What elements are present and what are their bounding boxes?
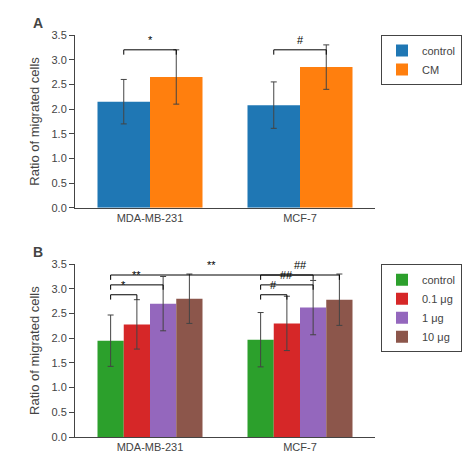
svg-text:1 μg: 1 μg	[422, 312, 444, 324]
svg-text:1.0: 1.0	[52, 152, 67, 164]
svg-text:10 μg: 10 μg	[422, 331, 450, 343]
svg-text:0.5: 0.5	[52, 177, 67, 189]
svg-text:MCF-7: MCF-7	[283, 212, 317, 224]
svg-text:MDA-MB-231: MDA-MB-231	[117, 441, 184, 453]
svg-text:control: control	[422, 274, 455, 286]
svg-text:B: B	[33, 244, 43, 260]
svg-text:*: *	[148, 34, 153, 46]
svg-text:2.0: 2.0	[52, 103, 67, 115]
svg-text:3.5: 3.5	[52, 258, 67, 270]
svg-text:Ratio of migrated cells: Ratio of migrated cells	[27, 286, 42, 415]
svg-text:#: #	[270, 279, 277, 291]
svg-text:##: ##	[294, 259, 307, 271]
svg-text:MDA-MB-231: MDA-MB-231	[117, 212, 184, 224]
svg-text:CM: CM	[422, 64, 439, 76]
svg-text:1.0: 1.0	[52, 381, 67, 393]
svg-text:**: **	[207, 259, 216, 271]
svg-text:##: ##	[280, 269, 293, 281]
svg-text:0.5: 0.5	[52, 406, 67, 418]
svg-text:**: **	[132, 269, 141, 281]
svg-text:2.0: 2.0	[52, 332, 67, 344]
svg-text:1.5: 1.5	[52, 357, 67, 369]
svg-text:0.1 μg: 0.1 μg	[422, 293, 453, 305]
svg-text:MCF-7: MCF-7	[283, 441, 317, 453]
svg-text:1.5: 1.5	[52, 128, 67, 140]
svg-text:3.5: 3.5	[52, 29, 67, 41]
svg-text:*: *	[121, 279, 126, 291]
svg-text:0.0: 0.0	[52, 202, 67, 214]
svg-text:3.0: 3.0	[52, 54, 67, 66]
svg-text:0.0: 0.0	[52, 431, 67, 443]
svg-text:3.0: 3.0	[52, 283, 67, 295]
svg-text:2.5: 2.5	[52, 307, 67, 319]
svg-text:Ratio of migrated cells: Ratio of migrated cells	[27, 57, 42, 186]
svg-text:#: #	[297, 34, 304, 46]
svg-text:A: A	[33, 15, 43, 31]
svg-text:control: control	[422, 45, 455, 57]
svg-text:2.5: 2.5	[52, 78, 67, 90]
